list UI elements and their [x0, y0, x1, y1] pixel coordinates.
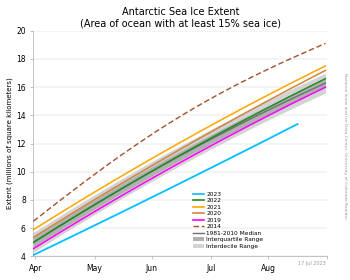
- Text: 17 Jul 2023: 17 Jul 2023: [298, 261, 326, 266]
- Y-axis label: Extent (millions of square kilometers): Extent (millions of square kilometers): [7, 78, 13, 209]
- Legend: 2023, 2022, 2021, 2020, 2019, 2014, 1981-2010 Median, Interquartile Range, Inter: 2023, 2022, 2021, 2020, 2019, 2014, 1981…: [191, 189, 266, 251]
- Title: Antarctic Sea Ice Extent
(Area of ocean with at least 15% sea ice): Antarctic Sea Ice Extent (Area of ocean …: [80, 7, 281, 29]
- Text: National Snow and Ice Data Center, University of Colorado Boulder: National Snow and Ice Data Center, Unive…: [343, 73, 347, 219]
